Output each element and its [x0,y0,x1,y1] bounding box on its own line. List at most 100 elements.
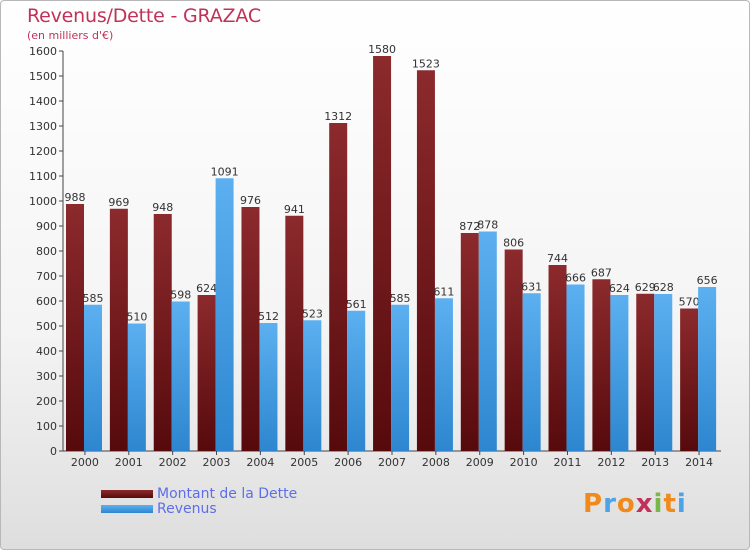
logo-letter: o [616,489,636,519]
value-label-dette: 1580 [368,43,396,56]
x-tick-label: 2012 [597,456,625,469]
y-tick-label: 900 [36,220,57,233]
x-tick-label: 2014 [685,456,713,469]
x-tick-label: 2008 [422,456,450,469]
value-label-revenus: 512 [258,310,279,323]
value-label-dette: 1312 [324,110,352,123]
bar-revenus [698,287,717,451]
logo-letter: t [663,489,677,519]
chart-title: Revenus/Dette - GRAZAC [27,5,261,27]
x-tick-label: 2011 [553,456,581,469]
bar-revenus [478,231,497,451]
bar-revenus [610,295,629,451]
bar-dette [548,265,567,451]
x-tick-label: 2005 [290,456,318,469]
bar-revenus [434,298,453,451]
bar-dette [504,249,523,451]
value-label-dette: 948 [152,201,173,214]
value-label-revenus: 666 [565,272,586,285]
value-label-dette: 976 [240,194,261,207]
value-label-revenus: 523 [302,307,323,320]
y-tick-label: 500 [36,320,57,333]
x-tick-label: 2010 [510,456,538,469]
y-tick-label: 1200 [29,145,57,158]
legend-swatch-dette [101,490,153,498]
bar-revenus [654,294,673,451]
x-tick-label: 2007 [378,456,406,469]
bar-dette [197,295,216,451]
value-label-dette: 872 [459,220,480,233]
bar-dette [592,279,611,451]
bar-revenus [391,304,410,451]
bar-dette [680,308,699,451]
bar-dette [460,233,479,451]
bar-revenus [347,310,366,451]
x-tick-label: 2002 [159,456,187,469]
y-tick-label: 700 [36,270,57,283]
bar-revenus [566,284,585,451]
bar-dette [241,207,260,451]
value-label-dette: 687 [591,266,612,279]
y-tick-label: 1300 [29,120,57,133]
legend-label-revenus: Revenus [157,501,217,517]
legend-label-dette: Montant de la Dette [157,486,298,502]
value-label-dette: 570 [679,296,700,309]
bar-dette [109,208,128,451]
value-label-revenus: 510 [126,311,147,324]
y-tick-label: 1000 [29,195,57,208]
x-tick-label: 2013 [641,456,669,469]
logo-letter: r [603,489,617,519]
bar-revenus [84,304,102,451]
value-label-revenus: 585 [390,292,411,305]
x-tick-label: 2004 [246,456,274,469]
y-tick-label: 1400 [29,95,57,108]
bar-dette [153,214,172,451]
x-tick-label: 2003 [203,456,231,469]
y-tick-label: 0 [50,445,57,458]
bar-dette [373,56,392,451]
bar-dette [66,204,84,451]
value-label-dette: 969 [108,196,129,209]
value-label-revenus: 598 [170,289,191,302]
bar-revenus [127,323,146,451]
bar-dette [329,123,348,451]
legend-swatch-revenus [101,505,153,513]
bar-revenus [215,178,234,451]
logo-letter: x [635,489,654,519]
value-label-dette: 629 [635,281,656,294]
value-label-dette: 1523 [412,57,440,70]
value-label-dette: 941 [284,203,305,216]
value-label-revenus: 561 [346,298,367,311]
y-tick-label: 300 [36,370,57,383]
y-tick-label: 100 [36,420,57,433]
x-tick-label: 2000 [71,456,99,469]
bar-revenus [522,293,541,451]
chart-subtitle: (en milliers d'€) [27,29,114,42]
value-label-revenus: 624 [609,282,630,295]
bar-revenus [171,301,190,451]
logo-letter: i [676,489,687,519]
value-label-revenus: 1091 [211,165,239,178]
value-label-revenus: 631 [521,280,542,293]
value-label-dette: 988 [65,191,86,204]
bar-dette [636,293,655,451]
value-label-revenus: 585 [83,292,104,305]
x-tick-label: 2001 [115,456,143,469]
y-tick-label: 1100 [29,170,57,183]
logo-letter: P [583,489,604,519]
bar-dette [416,70,435,451]
value-label-dette: 744 [547,252,568,265]
logo-letter: i [653,489,664,519]
value-label-revenus: 656 [697,274,718,287]
proxiti-logo: Proxiti [583,489,687,519]
y-tick-label: 200 [36,395,57,408]
x-tick-label: 2009 [466,456,494,469]
y-tick-label: 1600 [29,45,57,58]
y-tick-label: 1500 [29,70,57,83]
y-tick-label: 600 [36,295,57,308]
value-label-dette: 624 [196,282,217,295]
bar-revenus [303,320,322,451]
y-tick-label: 800 [36,245,57,258]
